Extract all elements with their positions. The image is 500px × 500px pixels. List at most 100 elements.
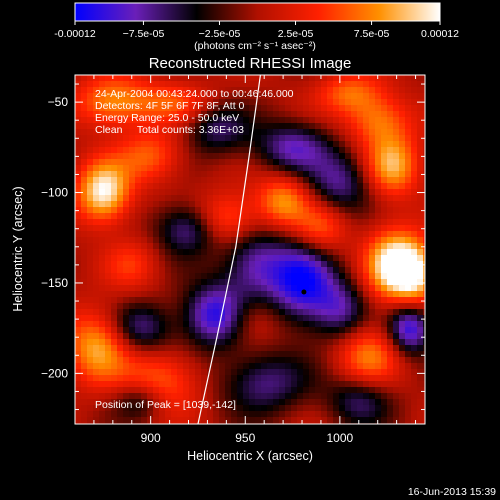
heatmap-cell bbox=[99, 315, 106, 322]
heatmap-cell bbox=[153, 213, 160, 220]
heatmap-cell bbox=[369, 369, 376, 376]
heatmap-cell bbox=[237, 363, 244, 370]
heatmap-cell bbox=[225, 339, 232, 346]
heatmap-cell bbox=[237, 315, 244, 322]
heatmap-cell bbox=[375, 99, 382, 106]
heatmap-cell bbox=[267, 219, 274, 226]
heatmap-cell bbox=[177, 171, 184, 178]
heatmap-cell bbox=[333, 195, 340, 202]
heatmap-cell bbox=[147, 153, 154, 160]
heatmap-cell bbox=[87, 405, 94, 412]
heatmap-cell bbox=[327, 177, 334, 184]
heatmap-cell bbox=[315, 141, 322, 148]
heatmap-cell bbox=[267, 291, 274, 298]
heatmap-cell bbox=[117, 249, 124, 256]
heatmap-cell bbox=[255, 273, 262, 280]
colorbar-tick-label: 2.5e-05 bbox=[278, 28, 314, 40]
heatmap-cell bbox=[381, 177, 388, 184]
heatmap-cell bbox=[237, 201, 244, 208]
heatmap-cell bbox=[195, 369, 202, 376]
heatmap-cell bbox=[423, 123, 425, 130]
heatmap-cell bbox=[207, 141, 214, 148]
heatmap-cell bbox=[309, 321, 316, 328]
heatmap-cell bbox=[285, 171, 292, 178]
heatmap-cell bbox=[279, 363, 286, 370]
heatmap-cell bbox=[201, 249, 208, 256]
heatmap-cell bbox=[327, 129, 334, 136]
heatmap-cell bbox=[285, 309, 292, 316]
heatmap-cell bbox=[339, 351, 346, 358]
heatmap-cell bbox=[165, 321, 172, 328]
heatmap-cell bbox=[135, 129, 142, 136]
heatmap-cell bbox=[411, 171, 418, 178]
heatmap-cell bbox=[381, 315, 388, 322]
heatmap-cell bbox=[201, 381, 208, 388]
heatmap-cell bbox=[279, 189, 286, 196]
heatmap-cell bbox=[321, 141, 328, 148]
heatmap-cell bbox=[351, 219, 358, 226]
colorbar-tick-label: 0.00012 bbox=[421, 28, 459, 40]
heatmap-cell bbox=[87, 147, 94, 154]
heatmap-cell bbox=[189, 201, 196, 208]
heatmap-cell bbox=[105, 81, 112, 88]
heatmap-cell bbox=[183, 225, 190, 232]
heatmap-cell bbox=[393, 129, 400, 136]
heatmap-cell bbox=[153, 255, 160, 262]
heatmap-cell bbox=[315, 357, 322, 364]
heatmap-cell bbox=[123, 249, 130, 256]
heatmap-cell bbox=[93, 177, 100, 184]
heatmap-cell bbox=[189, 213, 196, 220]
heatmap-cell bbox=[75, 195, 82, 202]
heatmap-cell bbox=[231, 99, 238, 106]
heatmap-cell bbox=[291, 249, 298, 256]
heatmap-cell bbox=[141, 417, 148, 424]
heatmap-cell bbox=[381, 261, 388, 268]
x-tick-label: 900 bbox=[141, 431, 161, 445]
heatmap-cell bbox=[285, 267, 292, 274]
heatmap-cell bbox=[111, 369, 118, 376]
heatmap-cell bbox=[165, 261, 172, 268]
heatmap-cell bbox=[183, 195, 190, 202]
heatmap-cell bbox=[225, 93, 232, 100]
heatmap-cell bbox=[99, 255, 106, 262]
heatmap-cell bbox=[207, 339, 214, 346]
heatmap-cell bbox=[159, 75, 166, 82]
heatmap-cell bbox=[267, 351, 274, 358]
heatmap-cell bbox=[147, 387, 154, 394]
heatmap-cell bbox=[213, 213, 220, 220]
heatmap-cell bbox=[123, 363, 130, 370]
heatmap-cell bbox=[171, 93, 178, 100]
heatmap-cell bbox=[81, 219, 88, 226]
heatmap-cell bbox=[237, 129, 244, 136]
heatmap-cell bbox=[297, 315, 304, 322]
heatmap-cell bbox=[195, 189, 202, 196]
heatmap-cell bbox=[255, 147, 262, 154]
heatmap-cell bbox=[183, 81, 190, 88]
heatmap-cell bbox=[279, 405, 286, 412]
heatmap-cell bbox=[159, 273, 166, 280]
heatmap-cell bbox=[105, 315, 112, 322]
heatmap-cell bbox=[297, 183, 304, 190]
heatmap-cell bbox=[327, 333, 334, 340]
heatmap-cell bbox=[171, 207, 178, 214]
heatmap-cell bbox=[243, 105, 250, 112]
heatmap-cell bbox=[327, 411, 334, 418]
heatmap-cell bbox=[321, 381, 328, 388]
heatmap-cell bbox=[135, 99, 142, 106]
heatmap-cell bbox=[213, 129, 220, 136]
heatmap-cell bbox=[285, 153, 292, 160]
heatmap-cell bbox=[351, 351, 358, 358]
heatmap-cell bbox=[261, 93, 268, 100]
heatmap-cell bbox=[141, 195, 148, 202]
heatmap-cell bbox=[135, 159, 142, 166]
heatmap-cell bbox=[213, 363, 220, 370]
heatmap-cell bbox=[129, 207, 136, 214]
heatmap-cell bbox=[381, 345, 388, 352]
heatmap-cell bbox=[87, 207, 94, 214]
heatmap-cell bbox=[309, 135, 316, 142]
heatmap-cell bbox=[219, 243, 226, 250]
heatmap-cell bbox=[423, 291, 425, 298]
heatmap-cell bbox=[129, 309, 136, 316]
heatmap-cell bbox=[273, 333, 280, 340]
heatmap-cell bbox=[405, 267, 412, 274]
